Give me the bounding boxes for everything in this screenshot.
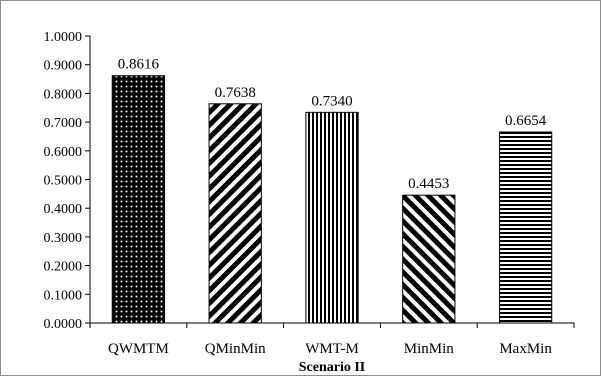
bar-minmin [402, 194, 456, 324]
y-tick-label: 0.2000 [44, 260, 83, 275]
x-category-label-minmin: MinMin [404, 341, 455, 357]
y-tick-label: 0.6000 [44, 145, 83, 160]
x-axis-title: Scenario II [299, 360, 366, 375]
y-tick-label: 0.7000 [44, 116, 83, 131]
x-category-label-wmt-m: WMT-M [305, 341, 359, 357]
x-category-label-qminmin: QMinMin [205, 341, 266, 357]
data-label-minmin: 0.4453 [408, 176, 449, 192]
y-tick-label: 0.5000 [44, 174, 83, 189]
y-tick-label: 0.9000 [44, 59, 83, 74]
x-axis: QWMTM QMinMin WMT-M MinMin MaxMin [89, 322, 575, 357]
x-category-label-maxmin: MaxMin [499, 341, 552, 357]
y-tick-label: 0.3000 [44, 231, 83, 246]
y-axis: 0.0000 0.1000 0.2000 0.3000 0.4000 0.5000 0.60… [44, 30, 91, 332]
bar-wmt-m [305, 111, 359, 324]
y-tick-label: 0.4000 [44, 202, 83, 217]
x-category-label-qwmtm: QWMTM [108, 341, 169, 357]
bar-qwmtm [111, 75, 166, 324]
y-tick-label: 0.8000 [44, 87, 83, 102]
y-tick-label: 0.1000 [44, 288, 83, 303]
data-label-qwmtm: 0.8616 [118, 57, 160, 73]
bar-maxmin [498, 131, 553, 324]
data-labels: 0.8616 0.7638 0.7340 0.4453 0.6654 [118, 57, 547, 192]
data-label-wmt-m: 0.7340 [311, 93, 352, 109]
bars [111, 75, 553, 324]
y-tick-label: 0.0000 [44, 317, 83, 332]
data-label-maxmin: 0.6654 [505, 113, 547, 129]
bar-qminmin [208, 103, 262, 324]
data-label-qminmin: 0.7638 [215, 85, 256, 101]
y-tick-label: 1.0000 [44, 30, 83, 45]
